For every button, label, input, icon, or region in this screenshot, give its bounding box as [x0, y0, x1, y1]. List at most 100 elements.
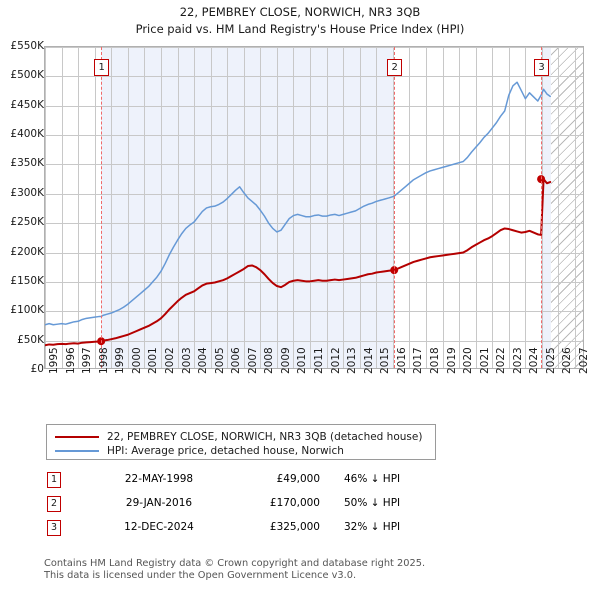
event-line-3	[541, 47, 543, 368]
gridline-vertical	[45, 47, 46, 368]
gridline-vertical	[111, 47, 113, 368]
gridline-vertical	[425, 47, 427, 368]
legend-item-2: HPI: Average price, detached house, Norw…	[53, 444, 429, 457]
y-tick-label: £200K	[10, 245, 44, 258]
price-chart: 1 2 3	[44, 46, 584, 369]
chart-shaded-band-1	[101, 47, 395, 368]
legend-color-swatch	[55, 435, 99, 438]
gridline-vertical	[558, 47, 560, 368]
y-tick-label: £50K	[17, 333, 44, 346]
gridline-vertical	[227, 47, 229, 368]
x-tick-label: 2000	[130, 347, 143, 374]
gridline-vertical	[243, 47, 245, 368]
x-tick-label: 1997	[81, 347, 94, 374]
gridline-horizontal	[45, 340, 583, 342]
event-line-2	[394, 47, 396, 368]
footer-attribution: Contains HM Land Registry data © Crown c…	[44, 558, 584, 582]
x-tick-label: 1995	[48, 347, 60, 374]
transaction-index-badge: 3	[47, 520, 61, 536]
gridline-vertical	[61, 47, 63, 368]
transaction-price: £170,000	[269, 497, 320, 509]
event-flag-3[interactable]: 3	[534, 59, 550, 76]
series-line	[45, 178, 552, 347]
transaction-index-badge: 1	[47, 472, 61, 488]
gridline-vertical	[293, 47, 295, 368]
transaction-hpi-delta: 46% ↓ HPI	[344, 473, 401, 485]
x-tick-label: 2023	[511, 347, 524, 374]
x-tick-label: 2008	[263, 347, 276, 374]
y-tick-label: £450K	[10, 98, 44, 111]
gridline-vertical	[492, 47, 494, 368]
gridline-horizontal	[45, 164, 583, 166]
x-tick-label: 2001	[147, 347, 160, 374]
title-line-subtitle: Price paid vs. HM Land Registry's House …	[135, 22, 465, 36]
chart-series-layer	[45, 81, 552, 347]
y-tick-label: £250K	[10, 216, 44, 229]
gridline-horizontal	[45, 193, 583, 195]
title-line-address: 22, PEMBREY CLOSE, NORWICH, NR3 3QB	[179, 5, 421, 19]
event-flag-1[interactable]: 1	[94, 59, 110, 76]
legend-item-label: 22, PEMBREY CLOSE, NORWICH, NR3 3QB (det…	[107, 430, 423, 443]
x-tick-label: 2026	[561, 347, 574, 374]
x-tick-label: 2020	[462, 347, 475, 374]
legend-item-1: 22, PEMBREY CLOSE, NORWICH, NR3 3QB (det…	[53, 430, 429, 443]
chart-shaded-band-2	[541, 47, 552, 368]
x-tick-label: 2004	[197, 347, 210, 374]
x-tick-label: 2002	[163, 347, 176, 374]
gridline-vertical	[160, 47, 162, 368]
x-tick-label: 2022	[495, 347, 508, 374]
x-tick-label: 2011	[313, 347, 326, 374]
x-tick-label: 2010	[296, 347, 309, 374]
gridline-vertical	[508, 47, 510, 368]
x-tick-label: 1999	[114, 347, 127, 374]
gridline-vertical	[376, 47, 378, 368]
gridline-vertical	[392, 47, 394, 368]
gridline-vertical	[78, 47, 80, 368]
x-tick-label: 2015	[379, 347, 392, 374]
transactions-table: 1 22-MAY-1998 £49,000 46% ↓ HPI 2 29-JAN-2016…	[44, 472, 464, 544]
x-tick-label: 2006	[230, 347, 243, 374]
event-flag-2[interactable]: 2	[387, 59, 403, 76]
legend-item-label: HPI: Average price, detached house, Norw…	[107, 444, 344, 457]
table-row[interactable]: 3 12-DEC-2024 £325,000 32% ↓ HPI	[44, 520, 464, 544]
gridline-vertical	[475, 47, 477, 368]
transaction-date: 22-MAY-1998	[124, 473, 194, 485]
transaction-index-badge: 2	[47, 496, 61, 512]
y-tick-label: £350K	[10, 157, 44, 170]
gridline-horizontal	[45, 76, 583, 78]
series-line	[45, 81, 551, 326]
gridline-vertical	[260, 47, 262, 368]
chart-legend: 22, PEMBREY CLOSE, NORWICH, NR3 3QB (det…	[46, 424, 436, 460]
transaction-date: 29-JAN-2016	[125, 497, 193, 509]
chart-hatched-region	[551, 47, 583, 368]
x-tick-label: 2019	[445, 347, 458, 374]
gridline-horizontal	[45, 281, 583, 283]
x-tick-label: 2021	[478, 347, 491, 374]
transaction-hpi-delta: 32% ↓ HPI	[344, 521, 401, 533]
transaction-hpi-delta: 50% ↓ HPI	[344, 497, 401, 509]
gridline-vertical	[94, 47, 96, 368]
gridline-horizontal	[45, 311, 583, 313]
gridline-horizontal	[45, 47, 583, 48]
y-tick-label: £500K	[10, 69, 44, 82]
gridline-vertical	[343, 47, 345, 368]
y-tick-label: £100K	[10, 304, 44, 317]
x-tick-label: 2024	[528, 347, 541, 374]
x-tick-label: 2005	[213, 347, 226, 374]
event-line-1	[101, 47, 103, 368]
page-title: 22, PEMBREY CLOSE, NORWICH, NR3 3QB Pric…	[0, 4, 600, 38]
y-tick-label: £550K	[10, 40, 44, 52]
gridline-vertical	[575, 47, 577, 368]
x-tick-label: 2017	[412, 347, 425, 374]
table-row[interactable]: 1 22-MAY-1998 £49,000 46% ↓ HPI	[44, 472, 464, 496]
gridline-horizontal	[45, 135, 583, 137]
gridline-horizontal	[45, 252, 583, 254]
x-tick-label: 2009	[279, 347, 292, 374]
footer-line-1: Contains HM Land Registry data © Crown c…	[44, 558, 426, 569]
y-tick-label: £150K	[10, 274, 44, 287]
gridline-vertical	[326, 47, 328, 368]
transaction-price: £325,000	[269, 521, 320, 533]
gridline-vertical	[210, 47, 212, 368]
gridline-vertical	[310, 47, 312, 368]
table-row[interactable]: 2 29-JAN-2016 £170,000 50% ↓ HPI	[44, 496, 464, 520]
